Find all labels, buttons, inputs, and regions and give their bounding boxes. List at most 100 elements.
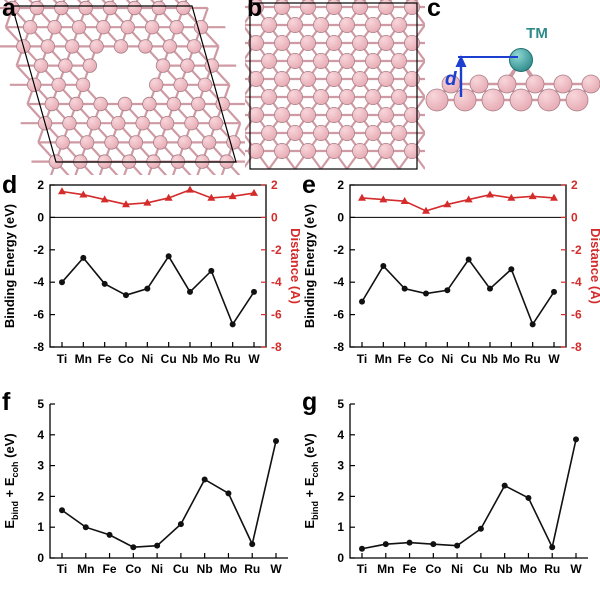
- crystal-structure-side-view-tm-adsorption: d TM: [425, 25, 600, 112]
- svg-text:-8: -8: [271, 340, 282, 354]
- svg-text:-8: -8: [571, 340, 582, 354]
- svg-text:-6: -6: [333, 308, 344, 322]
- svg-text:-4: -4: [333, 275, 344, 289]
- svg-text:Mo: Mo: [220, 562, 237, 576]
- svg-text:-6: -6: [33, 308, 44, 322]
- svg-text:Mo: Mo: [520, 562, 537, 576]
- svg-text:Ti: Ti: [357, 352, 367, 366]
- chart-binding-energy-distance-e: 2 0 -2 -4 -6 -8 2 0 -2 -4 -6 -8 Ti Mn Fe Co Ni Cu Nb Mo Ru W B…: [302, 178, 600, 366]
- svg-text:2: 2: [337, 489, 344, 503]
- svg-text:Mo: Mo: [503, 352, 520, 366]
- svg-text:Nb: Nb: [182, 352, 198, 366]
- panel-g-label: g: [302, 388, 318, 416]
- svg-text:W: W: [570, 562, 582, 576]
- svg-text:0: 0: [271, 210, 278, 224]
- panel-f-label: f: [2, 388, 11, 416]
- svg-text:Fe: Fe: [103, 562, 117, 576]
- panel-a-label: a: [2, 0, 16, 22]
- svg-text:3: 3: [337, 459, 344, 473]
- panel-a: a: [0, 0, 245, 175]
- svg-text:-8: -8: [333, 340, 344, 354]
- svg-text:2: 2: [271, 178, 278, 192]
- svg-text:Ni: Ni: [451, 562, 463, 576]
- svg-text:d: d: [445, 69, 457, 90]
- svg-text:-4: -4: [571, 275, 582, 289]
- svg-text:5: 5: [37, 397, 44, 411]
- panel-c-label: c: [427, 0, 441, 22]
- svg-text:Ti: Ti: [57, 562, 67, 576]
- svg-text:Co: Co: [418, 352, 434, 366]
- svg-text:Ebind + Ecoh (eV): Ebind + Ecoh (eV): [302, 433, 320, 528]
- svg-text:0: 0: [37, 210, 44, 224]
- svg-text:-2: -2: [333, 243, 344, 257]
- svg-text:Co: Co: [425, 562, 441, 576]
- svg-text:-2: -2: [571, 243, 582, 257]
- panel-d-label: d: [2, 171, 18, 199]
- svg-text:Ru: Ru: [525, 352, 541, 366]
- svg-text:-6: -6: [271, 308, 282, 322]
- svg-text:Ru: Ru: [244, 562, 260, 576]
- svg-text:Mn: Mn: [77, 562, 94, 576]
- panel-d: d 2 0 -2 -4 -6 -8 2 0 -2 -4 -6 -8 Ti Mn Fe Co Ni Cu Nb Mo Ru…: [0, 171, 300, 392]
- svg-text:TM: TM: [526, 25, 548, 42]
- svg-text:Fe: Fe: [398, 352, 412, 366]
- svg-text:Cu: Cu: [161, 352, 177, 366]
- svg-text:Fe: Fe: [403, 562, 417, 576]
- svg-text:-4: -4: [33, 275, 44, 289]
- svg-text:2: 2: [571, 178, 578, 192]
- svg-text:3: 3: [37, 459, 44, 473]
- svg-text:Nb: Nb: [497, 562, 513, 576]
- svg-text:Ni: Ni: [141, 352, 153, 366]
- svg-text:Binding Energy (eV): Binding Energy (eV): [2, 204, 17, 328]
- svg-text:Mo: Mo: [203, 352, 220, 366]
- svg-text:Co: Co: [118, 352, 134, 366]
- panel-c: c d TM: [425, 0, 600, 175]
- panel-e-label: e: [302, 171, 316, 199]
- svg-text:Cu: Cu: [473, 562, 489, 576]
- panel-f: f 0 1 2 3 4 5 Ti Mn Fe Co Ni Cu Nb Mo Ru W Ebind + Ecoh …: [0, 388, 300, 596]
- svg-text:Distance (Å): Distance (Å): [288, 228, 300, 304]
- svg-text:Ni: Ni: [151, 562, 163, 576]
- svg-text:2: 2: [37, 489, 44, 503]
- panel-e: e 2 0 -2 -4 -6 -8 2 0 -2 -4 -6 -8 Ti Mn Fe Co Ni Cu Nb Mo Ru…: [300, 171, 600, 392]
- svg-text:0: 0: [337, 551, 344, 565]
- svg-text:W: W: [548, 352, 560, 366]
- svg-text:Ru: Ru: [544, 562, 560, 576]
- svg-text:Nb: Nb: [482, 352, 498, 366]
- svg-text:Cu: Cu: [173, 562, 189, 576]
- svg-text:4: 4: [337, 428, 344, 442]
- chart-ebind-plus-ecoh-g: 0 1 2 3 4 5 Ti Mn Fe Co Ni Cu Nb Mo Ru W Ebind + Ecoh (e…: [302, 397, 588, 576]
- svg-text:Ti: Ti: [357, 562, 367, 576]
- svg-text:Mn: Mn: [75, 352, 92, 366]
- svg-text:4: 4: [37, 428, 44, 442]
- panel-b-label: b: [247, 0, 263, 22]
- svg-text:-8: -8: [33, 340, 44, 354]
- panel-g: g 0 1 2 3 4 5 Ti Mn Fe Co Ni Cu Nb Mo Ru W Ebind + Ecoh …: [300, 388, 600, 596]
- svg-text:Mn: Mn: [375, 352, 392, 366]
- svg-text:1: 1: [37, 520, 44, 534]
- svg-text:W: W: [270, 562, 282, 576]
- svg-text:0: 0: [571, 210, 578, 224]
- svg-text:-2: -2: [33, 243, 44, 257]
- svg-text:-6: -6: [571, 308, 582, 322]
- svg-text:W: W: [248, 352, 260, 366]
- svg-text:Mn: Mn: [377, 562, 394, 576]
- svg-text:5: 5: [337, 397, 344, 411]
- svg-text:Nb: Nb: [197, 562, 213, 576]
- svg-text:0: 0: [337, 210, 344, 224]
- svg-text:Fe: Fe: [98, 352, 112, 366]
- svg-text:Ebind + Ecoh (eV): Ebind + Ecoh (eV): [2, 433, 20, 528]
- svg-text:Binding Energy (eV): Binding Energy (eV): [302, 204, 317, 328]
- svg-text:1: 1: [337, 520, 344, 534]
- svg-text:Distance (Å): Distance (Å): [588, 228, 600, 304]
- svg-text:Ni: Ni: [441, 352, 453, 366]
- chart-ebind-plus-ecoh-f: 0 1 2 3 4 5 Ti Mn Fe Co Ni Cu Nb Mo Ru W Ebind + Ecoh (e…: [2, 397, 288, 576]
- panel-b: b: [245, 0, 425, 175]
- svg-text:Ru: Ru: [225, 352, 241, 366]
- svg-text:2: 2: [337, 178, 344, 192]
- svg-text:2: 2: [37, 178, 44, 192]
- svg-text:Cu: Cu: [461, 352, 477, 366]
- svg-text:-4: -4: [271, 275, 282, 289]
- svg-text:Co: Co: [125, 562, 141, 576]
